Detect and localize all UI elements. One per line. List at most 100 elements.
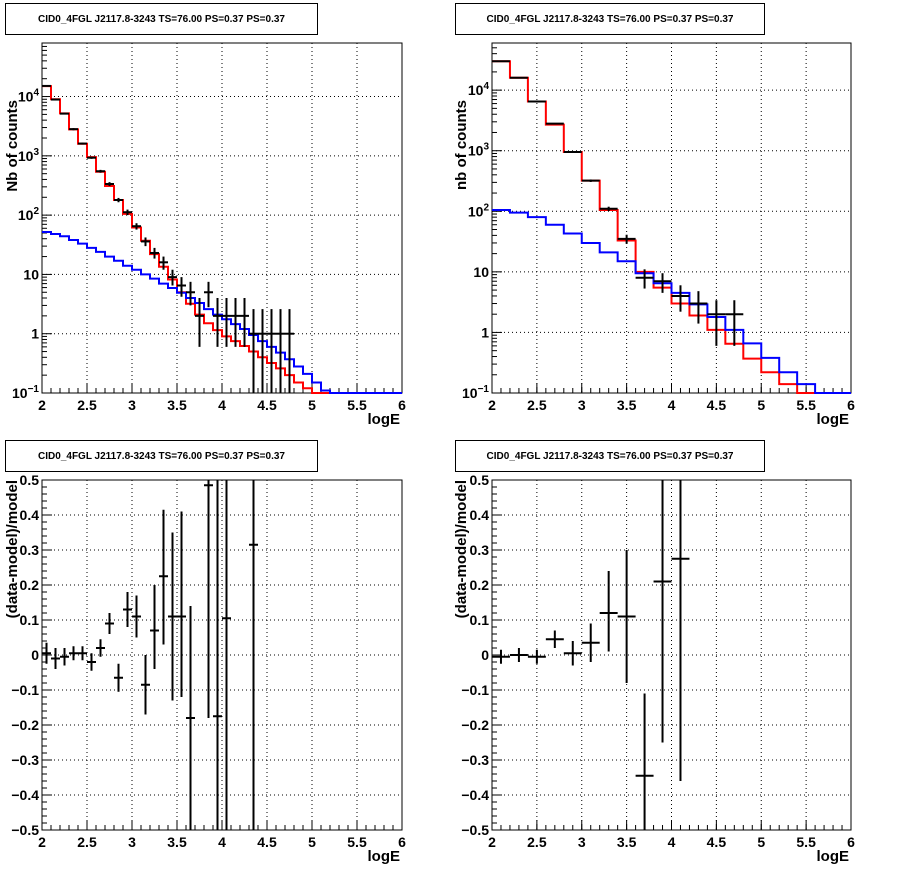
panel-title: CID0_4FGL J2117.8-3243 TS=76.00 PS=0.37 … (5, 3, 318, 35)
x-tick-label: 4.5 (707, 834, 727, 850)
data-point (635, 269, 654, 289)
panel-title: CID0_4FGL J2117.8-3243 TS=76.00 PS=0.37 … (455, 440, 765, 472)
panel-title: CID0_4FGL J2117.8-3243 TS=76.00 PS=0.37 … (5, 440, 318, 472)
x-axis-label: logE (817, 411, 850, 428)
y-tick-label: 1 (481, 324, 489, 340)
y-tick-label: 0 (31, 647, 39, 663)
y-axis-label: (data-model)/model (453, 480, 470, 618)
total-model-histogram (42, 85, 402, 394)
data-point (60, 112, 69, 115)
data-point (671, 285, 690, 312)
data-point (78, 142, 87, 145)
y-axis-label: Nb of counts (4, 100, 21, 192)
x-tick-label: 3 (578, 397, 586, 413)
x-tick-label: 2.5 (77, 834, 97, 850)
data-point (96, 639, 105, 657)
data-point (653, 273, 672, 293)
x-tick-label: 3.5 (617, 397, 637, 413)
data-point (96, 169, 105, 173)
y-tick-label: −0.1 (461, 682, 489, 698)
data-point (51, 98, 60, 101)
x-tick-label: 4.5 (707, 397, 727, 413)
x-tick-label: 3 (128, 834, 136, 850)
x-tick-label: 4.5 (257, 834, 277, 850)
x-tick-label: 4 (668, 397, 676, 413)
y-tick-label: −0.4 (11, 787, 39, 803)
data-point (60, 648, 69, 666)
data-point (222, 298, 231, 347)
panel-title: CID0_4FGL J2117.8-3243 TS=76.00 PS=0.37 … (455, 3, 765, 35)
x-tick-label: 6 (398, 397, 406, 413)
y-tick-label: 103 (468, 142, 490, 159)
y-tick-label: 10−1 (462, 384, 489, 401)
data-point (204, 480, 213, 718)
y-tick-label: 10−1 (12, 384, 39, 401)
data-point (527, 649, 546, 664)
background-model-histogram (492, 209, 851, 394)
y-tick-label: 0.4 (470, 507, 490, 523)
data-point (527, 100, 546, 103)
data-point (689, 291, 708, 324)
y-tick-label: −0.2 (461, 717, 489, 733)
data-point (177, 511, 186, 697)
data-point (581, 623, 600, 662)
data-point (249, 309, 258, 393)
y-axis-label: nb of counts (453, 100, 470, 190)
data-point (213, 480, 222, 830)
data-point (114, 197, 123, 203)
y-tick-label: 0.2 (470, 577, 490, 593)
data-point (213, 298, 222, 347)
data-point (150, 247, 159, 259)
data-point (581, 179, 600, 182)
y-tick-label: 0.4 (20, 507, 40, 523)
x-tick-label: 2.5 (527, 834, 547, 850)
y-tick-label: 1 (31, 326, 39, 342)
data-point (617, 550, 636, 683)
data-point (69, 646, 78, 661)
data-point (204, 281, 213, 308)
data-point (168, 532, 177, 701)
data-point (545, 630, 564, 648)
data-point (617, 234, 636, 244)
x-tick-label: 6 (847, 834, 855, 850)
x-tick-label: 3.5 (167, 397, 187, 413)
background-model-histogram (42, 230, 402, 394)
x-tick-label: 3 (128, 397, 136, 413)
data-point (141, 237, 150, 247)
data-point (492, 649, 510, 664)
y-axis-label: (data-model)/model (4, 480, 21, 618)
data-point (563, 151, 582, 154)
y-tick-label: 0.3 (20, 542, 40, 558)
data-point (707, 300, 726, 346)
data-point (285, 309, 294, 393)
data-point (509, 76, 528, 79)
x-tick-label: 6 (847, 397, 855, 413)
data-point (123, 209, 132, 216)
data-point (276, 309, 285, 393)
data-point (159, 509, 168, 645)
x-tick-label: 2 (38, 834, 46, 850)
data-point (105, 613, 114, 634)
x-tick-label: 5.5 (347, 834, 367, 850)
data-point (42, 84, 51, 87)
data-point (69, 128, 78, 131)
y-tick-label: 0.2 (20, 577, 40, 593)
counts-chart-right: 2 2.5 3 3.5 4 4.5 5 5.5 6 10−1 1 10 102 103 104 logE nb … (453, 42, 855, 428)
x-tick-label: 5 (308, 397, 316, 413)
data-point (132, 595, 141, 638)
x-axis-label: logE (368, 411, 401, 428)
data-point (240, 298, 249, 347)
x-tick-label: 4 (668, 834, 676, 850)
y-tick-label: 104 (18, 88, 40, 105)
x-tick-label: 4 (218, 397, 226, 413)
data-point (231, 298, 240, 347)
data-point (509, 648, 528, 662)
x-axis-label: logE (817, 848, 850, 865)
x-tick-label: 6 (398, 834, 406, 850)
y-tick-label: −0.3 (461, 752, 489, 768)
x-tick-label: 4 (218, 834, 226, 850)
residual-chart-left: 2 2.5 3 3.5 4 4.5 5 5.5 6 −0.5 −0.4 −0.3 −0.2 −0.1 0 0.… (4, 472, 406, 865)
x-tick-label: 5.5 (796, 397, 816, 413)
data-point (168, 269, 177, 286)
y-tick-label: 102 (468, 202, 490, 219)
